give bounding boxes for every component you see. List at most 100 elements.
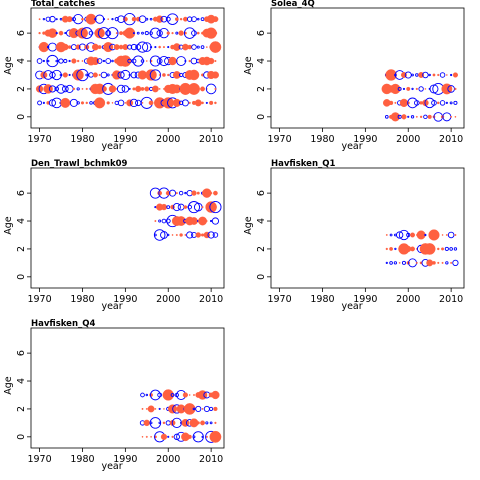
residual-bubble — [140, 59, 145, 63]
residual-bubble — [182, 392, 188, 398]
residual-bubble — [158, 45, 161, 49]
residual-bubble — [141, 102, 144, 104]
residual-bubble — [188, 394, 191, 396]
residual-bubble — [136, 41, 149, 53]
residual-bubble — [423, 114, 428, 120]
residual-bubble — [445, 234, 448, 236]
residual-bubble — [154, 46, 157, 49]
residual-bubble — [97, 45, 102, 49]
residual-bubble — [213, 406, 218, 412]
residual-bubble — [211, 217, 220, 225]
residual-bubble — [437, 234, 440, 236]
residual-bubble — [55, 32, 58, 35]
residual-bubble — [72, 87, 76, 91]
x-tick-label: 2000 — [396, 134, 420, 145]
residual-bubble — [153, 229, 166, 241]
residual-bubble — [446, 74, 448, 76]
residual-bubble — [88, 30, 94, 36]
residual-bubble — [194, 99, 202, 107]
residual-bubble — [445, 261, 449, 265]
residual-bubble — [198, 216, 207, 226]
residual-bubble — [424, 88, 427, 90]
residual-bubble — [108, 85, 117, 93]
panel-total-catches: Total_catches 1970 1980 1990 2000 2010 0 2 4 6 yea… — [3, 0, 225, 152]
residual-bubble — [410, 115, 415, 119]
residual-bubble — [172, 71, 181, 79]
x-tick-label: 1980 — [70, 454, 94, 465]
residual-bubble — [191, 190, 197, 196]
residual-bubble — [410, 246, 415, 252]
residual-bubble — [37, 100, 43, 106]
residual-bubble — [94, 97, 106, 109]
residual-bubble — [173, 433, 180, 440]
residual-bubble — [160, 433, 168, 440]
residual-bubble — [181, 99, 189, 107]
residual-bubble — [201, 408, 204, 410]
residual-bubble — [416, 230, 426, 240]
residual-bubble — [106, 101, 110, 105]
x-tick-label: 1970 — [27, 454, 51, 465]
residual-bubble — [422, 99, 429, 107]
residual-bubble — [424, 233, 427, 237]
residual-bubble — [105, 58, 112, 64]
residual-bubble — [43, 70, 54, 80]
x-tick-label: 1990 — [113, 294, 137, 305]
residual-bubble — [165, 218, 171, 224]
residual-bubble — [162, 97, 174, 109]
y-tick-label: 6 — [256, 190, 267, 196]
residual-bubble — [209, 41, 222, 53]
residual-bubble — [192, 407, 196, 411]
residual-bubble — [145, 69, 157, 81]
residual-bubble — [98, 73, 101, 77]
y-tick-label: 6 — [16, 190, 27, 196]
residual-bubble — [188, 59, 191, 63]
panel-title: Total_catches — [31, 0, 95, 9]
residual-bubble — [399, 98, 409, 108]
residual-bubble — [196, 87, 200, 91]
residual-bubble — [45, 16, 51, 22]
residual-bubble — [154, 205, 157, 209]
residual-bubble — [141, 407, 144, 410]
residual-bubble — [140, 392, 145, 398]
residual-bubble — [207, 231, 215, 239]
residual-bubble — [136, 31, 140, 35]
residual-bubble — [144, 86, 150, 92]
residual-bubble — [200, 17, 205, 22]
residual-bubble — [209, 100, 214, 105]
residual-bubble — [119, 31, 124, 36]
residual-bubble — [59, 73, 63, 77]
x-axis-label: year — [101, 461, 122, 472]
x-tick-label: 1970 — [27, 294, 51, 305]
residual-bubble — [167, 435, 170, 438]
residual-bubble — [388, 100, 394, 106]
residual-bubble — [124, 102, 127, 104]
residual-bubble — [393, 261, 397, 265]
y-tick-label: 2 — [16, 246, 27, 252]
residual-bubble — [60, 97, 71, 108]
panel-title: Solea_4Q — [271, 0, 315, 9]
residual-bubble — [111, 102, 114, 104]
residual-bubble — [214, 421, 217, 424]
residual-bubble — [160, 203, 168, 211]
residual-bubble — [58, 30, 64, 36]
y-tick-label: 2 — [16, 86, 27, 92]
residual-bubble — [187, 204, 192, 210]
residual-bubble — [415, 87, 418, 91]
residual-bubble — [147, 405, 155, 413]
residual-bubble — [81, 17, 84, 21]
x-tick-label: 2010 — [199, 294, 223, 305]
residual-bubble — [91, 43, 99, 51]
plot-frame — [30, 327, 225, 449]
residual-bubble — [163, 408, 165, 410]
residual-bubble — [209, 201, 222, 214]
residual-bubble — [389, 261, 393, 265]
panel-den-trawl-bchmk09: Den_Trawl_bchmk09 1970 1980 1990 2000 2010 0 2 4… — [3, 159, 225, 312]
residual-bubble — [449, 247, 453, 251]
residual-bubble — [390, 112, 400, 122]
residual-bubble — [441, 234, 444, 236]
residual-bubble — [158, 421, 161, 425]
residual-bubble — [111, 59, 114, 63]
residual-bubble — [190, 217, 198, 225]
residual-bubble — [200, 45, 205, 49]
residual-bubble — [449, 101, 453, 105]
